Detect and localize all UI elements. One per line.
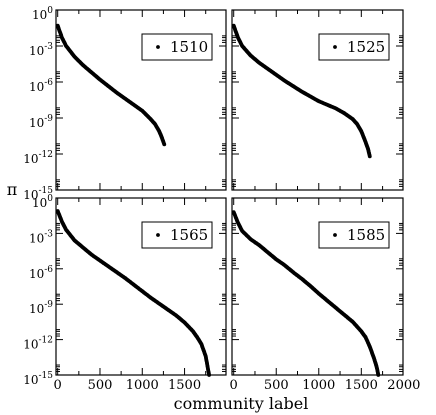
- chart-panel-4: 0 500 1000 1500 2000 1585: [230, 197, 420, 393]
- plot-frame: [231, 197, 404, 376]
- x-tick-label: 500: [264, 378, 289, 393]
- series-1585: [231, 210, 381, 377]
- data-point: [367, 154, 372, 159]
- y-tick-label: 10-12: [23, 336, 53, 352]
- x-tick-label: 2000: [387, 378, 420, 393]
- x-tick-label: 1000: [126, 378, 159, 393]
- x-tick-label: 1000: [302, 378, 335, 393]
- y-tick-label: 10-6: [29, 78, 53, 94]
- legend-box: [141, 33, 213, 61]
- legend-marker: [156, 45, 160, 49]
- legend: 1525: [318, 33, 390, 61]
- legend-marker: [333, 233, 337, 237]
- y-tick-label: 10-3: [29, 42, 53, 58]
- x-tick-label: 1500: [345, 378, 378, 393]
- x-tick-label: 0: [54, 378, 62, 393]
- legend-label: 1510: [170, 38, 208, 56]
- x-tick-label: 500: [88, 378, 113, 393]
- series-1525: [231, 23, 372, 159]
- legend: 1565: [141, 221, 213, 249]
- plot-frame: [55, 197, 227, 376]
- y-tick-label: 10-12: [23, 150, 53, 166]
- legend-label: 1525: [347, 38, 385, 56]
- chart-panel-1: 100 10-3 10-6 10-9 10-12 10-15 1510: [23, 6, 227, 202]
- x-tick-label: 1500: [168, 378, 201, 393]
- data-point: [162, 142, 167, 147]
- y-tick-label: 10-15: [23, 186, 53, 202]
- series-1565: [55, 209, 212, 377]
- y-tick-label: 10-3: [29, 229, 53, 245]
- y-tick-label: 10-6: [29, 265, 53, 281]
- y-tick-label: 10-15: [23, 371, 53, 387]
- x-tick-label: 0: [230, 378, 238, 393]
- legend-marker: [333, 45, 337, 49]
- y-tick-label: 100: [32, 6, 53, 22]
- y-tick-label: 10-9: [29, 114, 53, 130]
- legend-box: [318, 221, 390, 249]
- legend-marker: [156, 233, 160, 237]
- data-point: [207, 373, 212, 377]
- x-axis-title: community label: [174, 394, 309, 413]
- y-axis-title: π: [7, 180, 18, 199]
- legend: 1510: [141, 33, 213, 61]
- data-point: [376, 373, 381, 377]
- y-tick-label: 100: [32, 194, 53, 210]
- legend-box: [141, 221, 213, 249]
- plot-frame: [231, 9, 404, 191]
- chart-panel-3: 0 500 1000 1500 100 10-3 10-6 10-9 10-12 10-15 156…: [23, 194, 227, 393]
- plot-frame: [55, 9, 227, 191]
- y-tick-label: 10-9: [29, 300, 53, 316]
- legend-label: 1585: [347, 226, 385, 244]
- legend: 1585: [318, 221, 390, 249]
- chart-panel-2: 1525: [231, 9, 404, 191]
- legend-label: 1565: [170, 226, 208, 244]
- legend-box: [318, 33, 390, 61]
- series-1510: [55, 23, 167, 147]
